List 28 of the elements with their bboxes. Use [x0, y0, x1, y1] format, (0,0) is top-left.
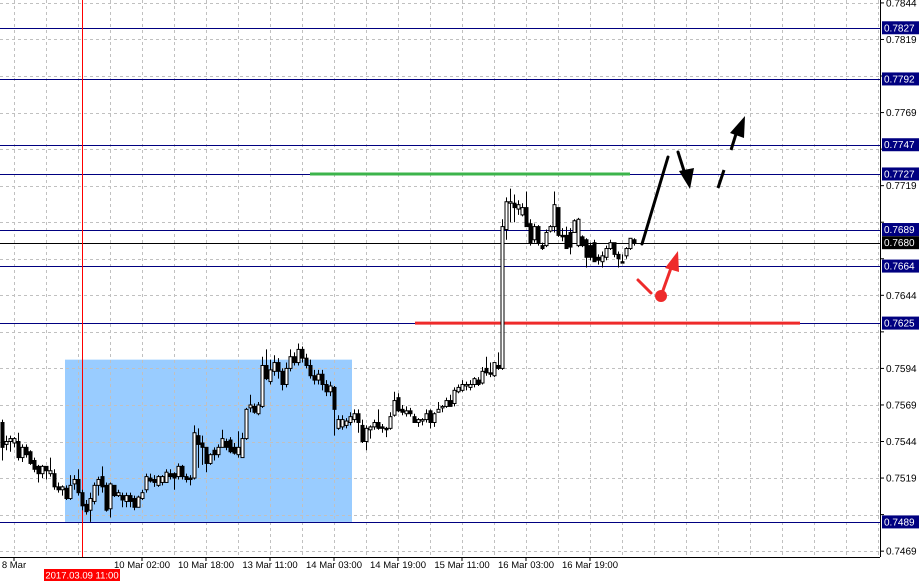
ref-line-label: 0.7747	[884, 140, 916, 152]
y-tick-label: 0.7544	[886, 437, 918, 448]
ref-line-label: 0.7727	[884, 169, 916, 180]
x-tick-label: 8 Mar	[2, 560, 26, 571]
x-tick-label: 16 Mar 03:00	[498, 560, 554, 571]
x-tick-label: 10 Mar 18:00	[178, 560, 234, 571]
x-tick-label: 13 Mar 11:00	[242, 560, 298, 571]
y-tick-label: 0.7769	[886, 108, 918, 120]
x-tick-label: 2017.03.09 11:00	[45, 570, 119, 581]
x-tick-label: 10 Mar 02:00	[114, 560, 170, 571]
ref-line-label: 0.7625	[884, 318, 916, 330]
y-tick-label: 0.7644	[886, 290, 918, 302]
x-tick-label: 14 Mar 19:00	[370, 560, 426, 571]
ref-line-label: 0.7489	[884, 517, 916, 528]
ref-line-label: 0.7792	[884, 74, 916, 86]
x-tick-label: 15 Mar 11:00	[434, 560, 490, 571]
y-tick-label: 0.7594	[886, 364, 918, 375]
ref-line-label: 0.7827	[884, 23, 916, 34]
y-tick-label: 0.7569	[886, 400, 918, 412]
ref-line-label: 0.7689	[884, 225, 916, 236]
y-tick-label: 0.7819	[886, 34, 918, 46]
x-tick-label: 14 Mar 03:00	[306, 560, 362, 571]
x-tick-label: 16 Mar 19:00	[562, 560, 618, 571]
y-tick-label: 0.7719	[886, 181, 918, 192]
y-tick-label: 0.7469	[886, 546, 918, 558]
ref-line-label: 0.7680	[884, 238, 916, 250]
y-tick-label: 0.7519	[886, 474, 918, 485]
ref-line-label: 0.7664	[884, 262, 916, 273]
